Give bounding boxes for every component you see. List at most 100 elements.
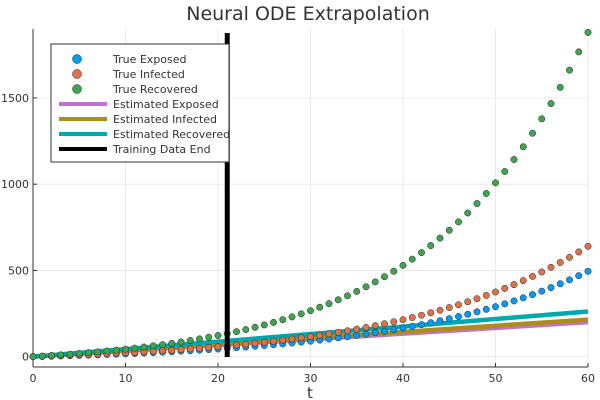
data-point	[48, 352, 55, 359]
data-point	[455, 218, 462, 226]
data-point	[390, 267, 398, 275]
data-point	[408, 314, 416, 321]
data-point	[566, 253, 573, 261]
data-point	[445, 315, 453, 323]
legend-label: Estimated Exposed	[113, 98, 219, 111]
data-point	[140, 343, 148, 351]
data-point	[29, 353, 37, 361]
data-point	[529, 291, 536, 299]
data-point	[547, 263, 555, 271]
true-points	[29, 28, 592, 361]
data-point	[556, 280, 564, 288]
data-point	[455, 313, 462, 320]
data-point	[325, 300, 333, 308]
data-point	[501, 300, 509, 308]
data-point	[492, 288, 499, 296]
data-point	[473, 295, 481, 303]
y-tick-label: 1000	[1, 178, 29, 191]
data-point	[501, 168, 509, 175]
data-point	[344, 327, 351, 335]
y-tick-label: 500	[8, 264, 29, 277]
data-point	[186, 345, 194, 353]
data-point	[547, 100, 555, 108]
data-point	[66, 350, 74, 358]
data-point	[538, 115, 546, 123]
data-point	[371, 322, 379, 330]
data-point	[381, 327, 388, 335]
data-point	[307, 333, 314, 340]
data-point	[149, 342, 157, 350]
data-point	[242, 326, 250, 334]
data-point	[436, 317, 444, 325]
x-tick-label: 60	[581, 372, 595, 385]
data-point	[464, 209, 472, 217]
data-point	[316, 331, 324, 339]
data-point	[556, 259, 564, 266]
x-tick-label: 10	[119, 372, 133, 385]
data-point	[473, 308, 481, 316]
data-point	[464, 310, 472, 318]
data-point	[159, 341, 166, 349]
data-point	[519, 294, 527, 302]
data-point	[381, 320, 388, 328]
data-point	[427, 309, 435, 317]
data-point	[510, 297, 518, 305]
legend-marker	[72, 84, 82, 94]
data-point	[168, 346, 176, 354]
data-point	[418, 321, 425, 329]
data-point	[316, 303, 324, 311]
data-point	[38, 352, 46, 360]
data-point	[584, 28, 592, 36]
data-point	[57, 351, 65, 359]
data-point	[399, 261, 407, 269]
legend-label: True Exposed	[112, 53, 187, 66]
data-point	[362, 283, 370, 291]
data-point	[547, 284, 555, 292]
data-point	[510, 156, 518, 163]
data-point	[575, 248, 583, 256]
data-point	[251, 339, 259, 347]
data-point	[112, 346, 120, 354]
data-point	[381, 273, 388, 281]
data-point	[473, 200, 481, 207]
data-point	[251, 323, 259, 331]
data-point	[288, 313, 296, 321]
data-point	[168, 339, 176, 347]
legend-marker	[72, 69, 82, 79]
data-point	[297, 334, 305, 342]
data-point	[556, 83, 564, 91]
data-point	[519, 277, 527, 285]
legend-label: Estimated Infected	[113, 113, 217, 126]
legend-marker	[72, 54, 82, 64]
data-point	[390, 318, 398, 326]
data-point	[464, 298, 472, 306]
data-point	[436, 234, 444, 242]
data-point	[371, 278, 379, 286]
data-point	[492, 303, 499, 311]
x-tick-label: 50	[489, 372, 503, 385]
data-point	[482, 291, 490, 299]
data-point	[325, 330, 333, 338]
legend-label: True Recovered	[112, 83, 198, 96]
chart-title: Neural ODE Extrapolation	[186, 3, 430, 25]
y-tick-label: 1500	[1, 92, 29, 105]
data-point	[445, 304, 453, 312]
data-point	[575, 272, 583, 280]
data-point	[538, 268, 546, 276]
x-tick-label: 20	[211, 372, 225, 385]
data-point	[307, 307, 314, 315]
legend-label: Training Data End	[112, 143, 211, 156]
data-point	[94, 348, 102, 356]
data-point	[214, 343, 222, 351]
data-point	[418, 249, 425, 257]
data-point	[529, 129, 536, 137]
data-point	[584, 267, 592, 275]
data-point	[566, 276, 573, 284]
data-point	[205, 344, 213, 351]
data-point	[427, 319, 435, 327]
data-point	[492, 179, 499, 187]
data-point	[445, 226, 453, 234]
data-point	[233, 328, 240, 336]
data-point	[408, 322, 416, 330]
data-point	[344, 333, 351, 341]
